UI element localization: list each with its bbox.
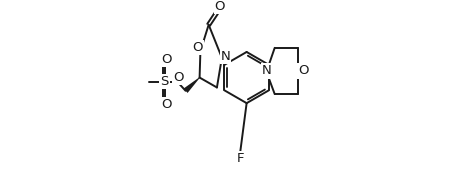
Text: O: O	[214, 0, 225, 13]
Polygon shape	[183, 77, 199, 93]
Text: O: O	[297, 64, 308, 78]
Text: S: S	[160, 75, 168, 88]
Text: N: N	[262, 64, 271, 78]
Text: N: N	[220, 50, 230, 63]
Text: O: O	[161, 98, 171, 111]
Text: O: O	[173, 71, 183, 84]
Text: F: F	[236, 152, 243, 165]
Text: O: O	[161, 53, 171, 66]
Text: O: O	[192, 41, 202, 54]
